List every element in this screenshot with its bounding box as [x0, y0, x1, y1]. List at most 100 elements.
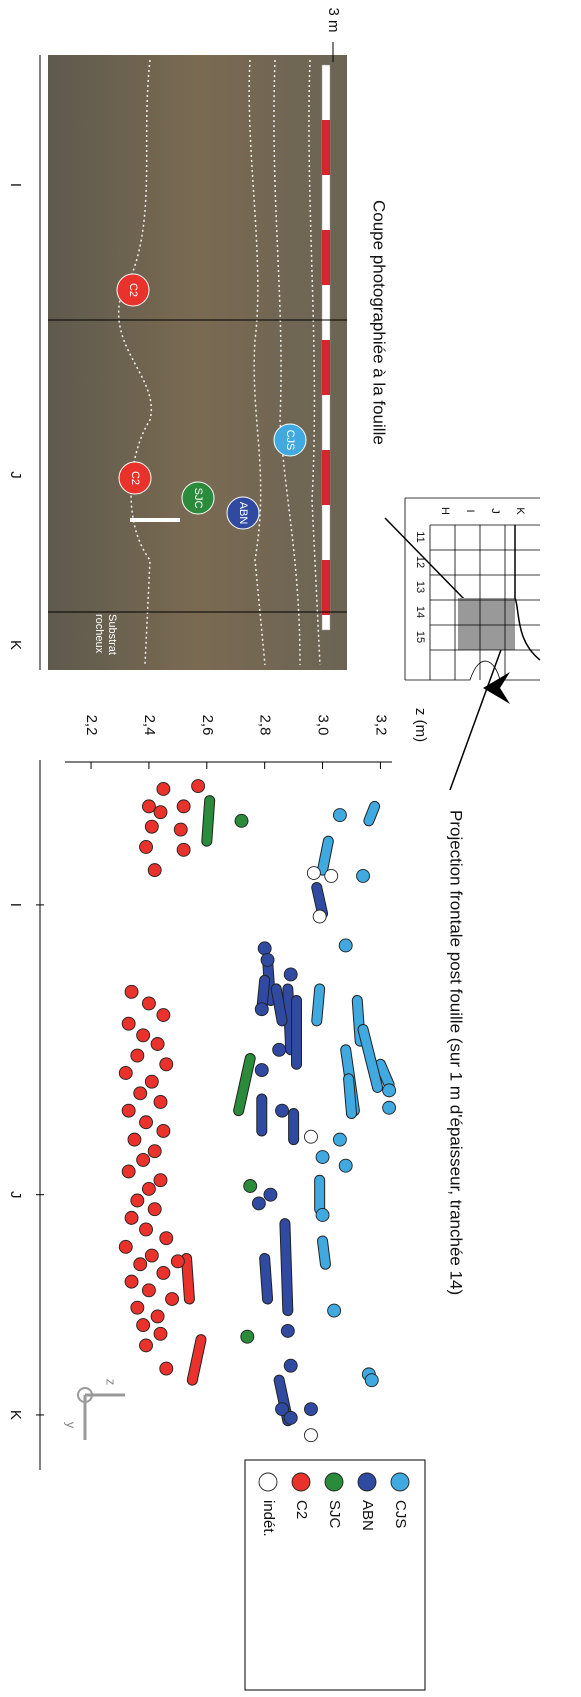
elongated-object	[279, 1218, 294, 1317]
z-tick-label: 3,0	[315, 715, 332, 736]
object-fill	[344, 1074, 356, 1119]
elongated-object	[363, 800, 381, 827]
elongated-object	[317, 1235, 331, 1270]
point	[139, 1222, 153, 1237]
point	[156, 1123, 171, 1138]
compass-label: y	[64, 1422, 79, 1429]
point	[124, 984, 139, 999]
point	[260, 953, 275, 967]
point	[136, 1318, 151, 1333]
object-fill	[283, 984, 296, 1055]
pointer	[449, 624, 511, 791]
object-fill	[234, 1053, 255, 1116]
inset-col-label: 13	[414, 581, 426, 593]
inset-col-label: 14	[414, 606, 426, 618]
photo-marker: ABN	[226, 496, 260, 530]
point	[275, 1103, 289, 1118]
elongated-object	[317, 835, 334, 876]
elongated-object	[270, 983, 288, 1027]
point	[118, 1239, 133, 1254]
x-tick-label: J	[7, 1191, 24, 1199]
z-tick-label: 2,2	[83, 715, 100, 736]
point	[121, 1164, 136, 1179]
chart-title: Projection frontale post fouille (sur 1 …	[447, 810, 466, 1295]
section-label: J	[7, 471, 24, 479]
point	[304, 1129, 318, 1144]
point	[153, 1095, 168, 1109]
point	[240, 1329, 255, 1344]
object-fill	[280, 1219, 293, 1316]
z-tick-label: 2,8	[257, 715, 274, 736]
elongated-object	[343, 1073, 357, 1120]
point	[243, 1179, 258, 1193]
elongated-object	[374, 1058, 395, 1091]
point	[141, 799, 156, 814]
inset-row-label: K	[514, 507, 526, 515]
point	[364, 1373, 379, 1388]
point	[139, 839, 153, 854]
point	[147, 1202, 162, 1217]
legend-label: ABN	[359, 1500, 376, 1531]
point	[144, 819, 159, 834]
photo-marker: CJS	[273, 423, 307, 457]
point	[382, 1083, 397, 1098]
point	[283, 1410, 298, 1425]
object-fill	[187, 1335, 206, 1385]
object-fill	[358, 1025, 383, 1092]
point	[315, 1150, 330, 1164]
z-axis-label: z (m)	[412, 708, 429, 742]
inset-col-label: 12	[414, 556, 426, 568]
point	[141, 1181, 156, 1196]
legend-label: CJS	[392, 1500, 409, 1528]
svg-text:C2: C2	[127, 283, 139, 297]
object-fill	[202, 796, 215, 846]
legend-swatch	[390, 1472, 410, 1492]
point	[234, 813, 249, 828]
substrate-label: Substrat	[106, 614, 118, 655]
legend-label: C2	[293, 1500, 310, 1519]
svg-text:SJC: SJC	[192, 488, 204, 509]
point	[118, 1066, 133, 1080]
legend-swatch	[324, 1472, 344, 1492]
elongated-object	[186, 1334, 207, 1386]
point	[159, 1361, 174, 1376]
point	[191, 779, 206, 794]
object-fill	[182, 1253, 194, 1304]
svg-text:C2: C2	[129, 471, 141, 485]
point	[156, 1008, 171, 1022]
elongated-object	[282, 983, 297, 1056]
point	[130, 1300, 145, 1315]
photo-marker: SJC	[181, 481, 215, 515]
inset-row-label: J	[489, 508, 501, 514]
inset-col-label: 15	[414, 631, 426, 643]
compass-center	[77, 1387, 93, 1403]
compass-label: z	[104, 1379, 119, 1386]
point	[130, 1193, 145, 1208]
point	[382, 1100, 397, 1115]
legend-swatch	[291, 1472, 311, 1492]
point	[304, 1402, 318, 1417]
inset-row-label: H	[439, 507, 451, 515]
point	[165, 1292, 180, 1306]
point	[153, 805, 168, 820]
point	[272, 1042, 287, 1057]
z-tick-label: 3,2	[372, 715, 389, 736]
elongated-object	[181, 1252, 195, 1305]
point	[150, 1037, 165, 1051]
elongated-object	[233, 1052, 256, 1117]
point	[141, 996, 156, 1011]
object-fill	[312, 984, 325, 1026]
z-tick-label: 2,4	[141, 715, 158, 736]
inset-row-label: I	[464, 509, 476, 512]
point	[121, 1103, 136, 1118]
scale-label: 3 m	[325, 7, 342, 32]
object-fill	[318, 836, 333, 875]
z-tick-label: 2,6	[199, 715, 216, 736]
point	[263, 1187, 278, 1202]
north-arrow	[483, 672, 510, 704]
point	[170, 1254, 185, 1269]
svg-text:ABN: ABN	[237, 502, 249, 525]
point	[147, 863, 162, 878]
point	[147, 1144, 162, 1159]
point	[156, 1265, 171, 1280]
